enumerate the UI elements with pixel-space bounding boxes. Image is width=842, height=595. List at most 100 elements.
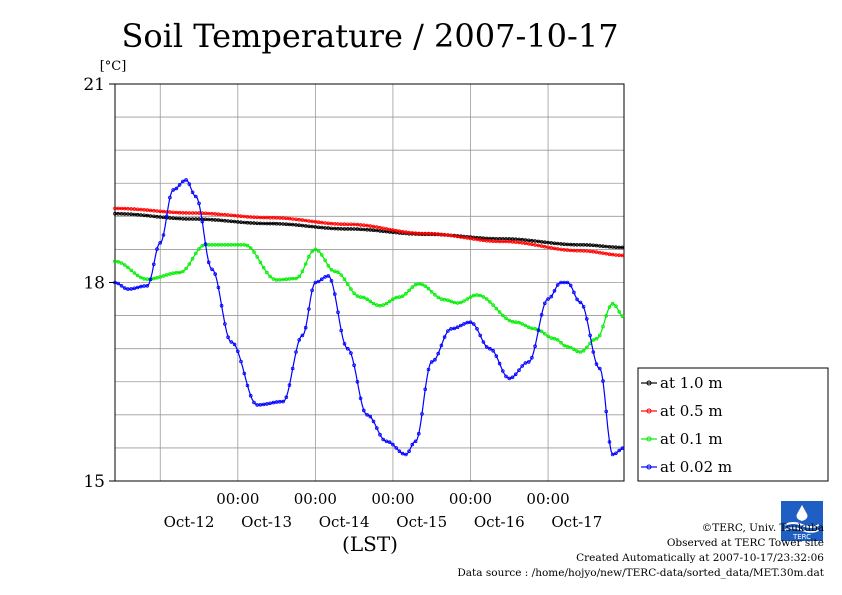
data-point	[530, 326, 534, 331]
data-point	[223, 212, 227, 217]
data-point	[413, 282, 418, 287]
legend-label: at 0.02 m	[660, 458, 732, 476]
data-point	[423, 387, 428, 392]
data-point	[194, 194, 198, 199]
data-point	[391, 297, 395, 302]
data-point	[436, 232, 441, 236]
data-point	[588, 333, 592, 338]
data-point	[494, 306, 499, 311]
data-point	[510, 240, 515, 244]
data-point	[303, 262, 308, 266]
data-point	[349, 222, 353, 227]
data-point	[601, 251, 605, 256]
data-point	[449, 299, 453, 304]
data-point	[281, 216, 285, 220]
data-point	[575, 297, 579, 302]
data-point	[265, 221, 269, 226]
data-point	[248, 215, 253, 219]
data-point	[552, 241, 557, 246]
data-point	[465, 297, 470, 301]
data-point	[113, 259, 117, 264]
data-point	[135, 285, 140, 290]
data-point	[462, 322, 466, 326]
data-point	[139, 213, 143, 217]
data-point	[187, 217, 192, 221]
data-point	[423, 231, 428, 236]
data-point	[116, 206, 120, 211]
data-point	[452, 234, 457, 238]
data-point	[297, 338, 302, 342]
data-point	[329, 226, 334, 231]
data-point	[323, 221, 327, 225]
data-point	[572, 347, 576, 352]
data-point	[268, 221, 272, 226]
credits: ©TERC, Univ. Tsukuba Observed at TERC To…	[457, 521, 824, 581]
data-point	[255, 403, 260, 407]
data-point	[355, 227, 360, 231]
data-point	[397, 295, 402, 299]
data-point	[294, 217, 298, 222]
data-point	[559, 242, 563, 246]
data-point	[394, 446, 399, 450]
data-point	[420, 231, 424, 236]
data-point	[326, 274, 331, 278]
data-point	[206, 217, 211, 222]
data-point	[426, 286, 431, 291]
data-point	[145, 213, 150, 218]
data-point	[307, 307, 311, 311]
data-point	[229, 243, 234, 247]
data-point	[517, 240, 521, 245]
data-point	[184, 211, 188, 215]
data-point	[319, 277, 324, 282]
data-point	[597, 333, 602, 338]
data-point	[378, 432, 382, 437]
data-point	[484, 238, 489, 243]
data-point	[481, 236, 486, 241]
data-point	[303, 325, 308, 330]
data-point	[368, 228, 373, 232]
data-point	[255, 255, 260, 259]
data-point	[119, 283, 124, 288]
data-point	[145, 208, 150, 212]
data-point	[617, 245, 621, 250]
data-point	[281, 222, 285, 226]
data-point	[310, 219, 314, 224]
data-point	[323, 226, 327, 230]
data-point	[607, 252, 612, 257]
data-point	[365, 412, 369, 417]
data-point	[481, 295, 486, 299]
data-point	[168, 272, 172, 276]
data-point	[565, 344, 570, 349]
data-point	[177, 183, 182, 187]
data-point	[575, 248, 579, 253]
data-point	[607, 305, 612, 309]
data-point	[601, 324, 605, 329]
data-point	[345, 346, 350, 351]
series-4	[113, 178, 625, 457]
data-point	[161, 274, 166, 278]
data-point	[252, 215, 256, 220]
data-point	[294, 276, 298, 281]
data-point	[129, 207, 134, 211]
data-point	[284, 277, 289, 282]
data-point	[478, 333, 483, 338]
data-point	[455, 234, 460, 239]
data-point	[139, 207, 143, 212]
series-line	[114, 244, 625, 353]
grid	[115, 84, 624, 481]
data-point	[206, 211, 211, 216]
data-point	[378, 303, 382, 308]
data-point	[271, 400, 276, 405]
data-point	[555, 338, 560, 342]
data-point	[194, 217, 198, 221]
day-label: Oct-17	[551, 513, 602, 531]
data-point	[252, 221, 256, 225]
data-point	[368, 224, 373, 228]
data-point	[365, 297, 369, 302]
data-point	[200, 219, 205, 224]
data-point	[248, 221, 253, 225]
series-line	[115, 213, 624, 248]
data-point	[142, 213, 146, 218]
data-point	[171, 188, 176, 192]
data-point	[148, 277, 153, 282]
